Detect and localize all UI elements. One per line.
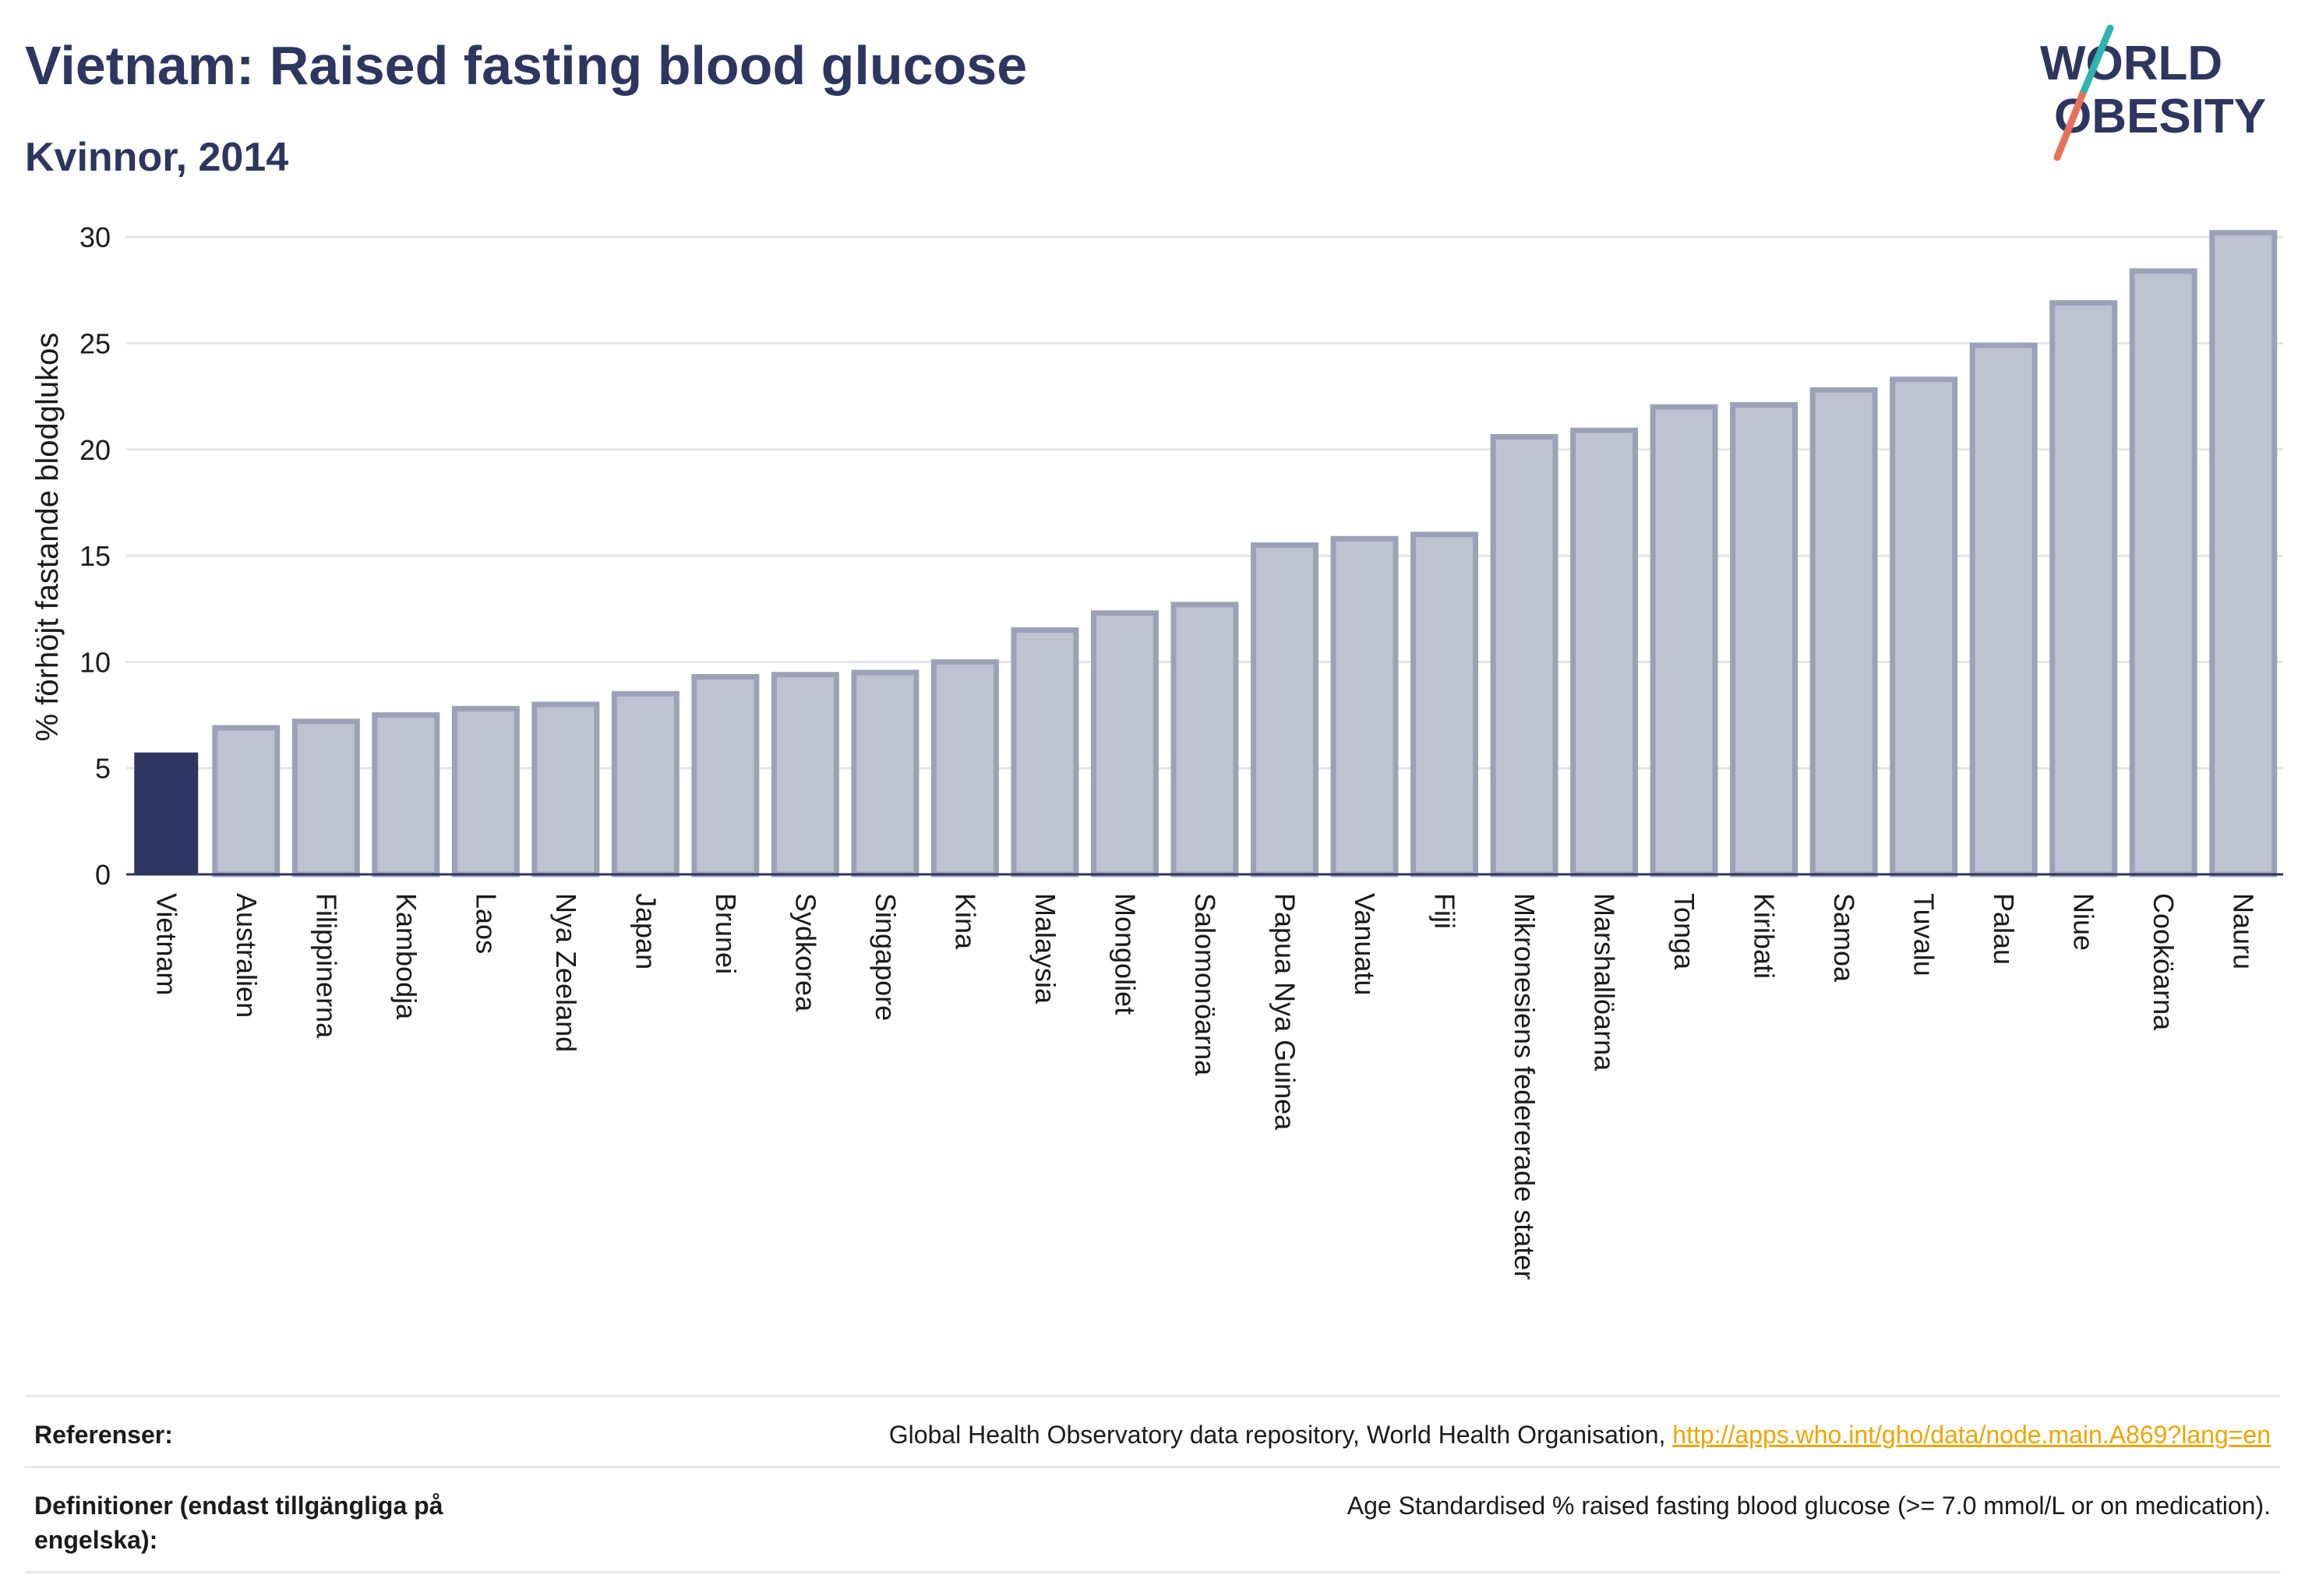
world-obesity-logo: WORLD OBESITY bbox=[2026, 23, 2291, 164]
y-tick-label: 30 bbox=[79, 221, 111, 253]
x-tick-label: Fiji bbox=[1429, 893, 1461, 929]
bar-salomonöarna bbox=[1170, 602, 1239, 877]
references-row: Referenser: Global Health Observatory da… bbox=[25, 1395, 2280, 1466]
y-tick-label: 25 bbox=[79, 327, 111, 359]
bar-palau bbox=[1969, 342, 2038, 877]
x-tick-label: Cooköarna bbox=[2148, 893, 2180, 1031]
logo-teal-slash bbox=[2078, 24, 2114, 99]
bar-malaysia bbox=[1011, 627, 1079, 877]
x-tick-label: Vanuatu bbox=[1349, 893, 1381, 995]
y-axis-label: % förhöjt fastande blodglukos bbox=[30, 333, 65, 742]
y-tick-label: 0 bbox=[95, 859, 111, 891]
bar-papua-nya-guinea bbox=[1251, 542, 1319, 877]
x-tick-label: Tuvalu bbox=[1908, 893, 1940, 976]
x-tick-label: Singapore bbox=[870, 893, 902, 1021]
bar-nauru bbox=[2209, 230, 2278, 877]
bar-vietnam bbox=[134, 752, 199, 876]
definitions-label: Definitioner (endast tillgängliga på eng… bbox=[34, 1492, 443, 1554]
bar-japan bbox=[611, 690, 679, 877]
y-tick-label: 15 bbox=[79, 540, 111, 572]
x-tick-label: Tonga bbox=[1668, 893, 1700, 970]
bar-sydkorea bbox=[771, 672, 839, 877]
x-tick-label: Japan bbox=[630, 893, 662, 969]
references-value: Global Health Observatory data repositor… bbox=[533, 1418, 2271, 1452]
bar-laos bbox=[451, 705, 520, 877]
bar-brunei bbox=[691, 673, 760, 877]
x-tick-label: Australien bbox=[231, 893, 263, 1018]
x-tick-label: Niue bbox=[2068, 893, 2100, 951]
x-tick-label: Palau bbox=[1988, 893, 2020, 965]
x-tick-label: Kiribati bbox=[1749, 893, 1781, 979]
y-tick-label: 20 bbox=[79, 434, 111, 466]
bar-vanuatu bbox=[1330, 535, 1399, 877]
bar-tuvalu bbox=[1890, 376, 1958, 877]
references-label: Referenser: bbox=[34, 1421, 173, 1449]
x-tick-label: Kina bbox=[949, 893, 981, 950]
definitions-row: Definitioner (endast tillgängliga på eng… bbox=[25, 1466, 2280, 1573]
x-tick-label: Samoa bbox=[1828, 893, 1860, 983]
bar-kiribati bbox=[1730, 402, 1798, 877]
y-tick-label: 10 bbox=[79, 646, 111, 678]
x-tick-label: Filippinerna bbox=[310, 893, 342, 1039]
bar-cooköarna bbox=[2129, 268, 2197, 877]
bar-singapore bbox=[851, 669, 920, 877]
x-tick-label: Laos bbox=[470, 893, 502, 954]
bar-samoa bbox=[1809, 387, 1878, 877]
bar-mikronesiens-federerade-stater bbox=[1490, 433, 1558, 877]
bar-kina bbox=[930, 659, 999, 877]
x-tick-label: Nya Zeeland bbox=[550, 893, 582, 1052]
x-tick-label: Kambodja bbox=[390, 893, 422, 1020]
x-tick-label: Salomonöarna bbox=[1189, 893, 1221, 1076]
chart-subtitle: Kvinnor, 2014 bbox=[25, 135, 289, 180]
bar-fiji bbox=[1410, 531, 1479, 877]
bar-kambodja bbox=[372, 712, 440, 877]
y-tick-label: 5 bbox=[95, 753, 111, 785]
x-tick-label: Papua Nya Guinea bbox=[1269, 893, 1301, 1131]
bar-tonga bbox=[1650, 404, 1718, 877]
logo-coral-slash bbox=[2053, 91, 2086, 161]
bar-niue bbox=[2049, 300, 2118, 877]
bar-marshallöarna bbox=[1570, 427, 1639, 877]
bar-australien bbox=[212, 725, 281, 877]
bar-filippinerna bbox=[291, 719, 360, 877]
x-tick-label: Malaysia bbox=[1029, 893, 1061, 1005]
references-link[interactable]: http://apps.who.int/gho/data/node.main.A… bbox=[1672, 1421, 2271, 1449]
bar-mongoliet bbox=[1090, 610, 1159, 877]
x-tick-label: Marshallöarna bbox=[1589, 893, 1621, 1072]
logo-line2: OBESITY bbox=[2054, 90, 2266, 143]
references-text: Global Health Observatory data repositor… bbox=[888, 1421, 1673, 1449]
x-tick-label: Vietnam bbox=[150, 893, 182, 995]
logo-line1: WORLD bbox=[2040, 37, 2222, 90]
x-tick-label: Mikronesiens federerade stater bbox=[1509, 893, 1541, 1280]
x-tick-label: Nauru bbox=[2228, 893, 2260, 969]
bar-nya-zeeland bbox=[531, 701, 600, 877]
chart-title: Vietnam: Raised fasting blood glucose bbox=[25, 35, 1028, 96]
chart-footer: Referenser: Global Health Observatory da… bbox=[25, 1395, 2280, 1573]
x-tick-label: Sydkorea bbox=[789, 893, 821, 1012]
bar-chart: 0 5 10 15 20 25 30 % förhöjt fastande blodgluko… bbox=[30, 221, 2283, 1280]
x-tick-label: Mongoliet bbox=[1109, 893, 1141, 1015]
definitions-value: Age Standardised % raised fasting blood … bbox=[1347, 1492, 2271, 1520]
x-tick-label: Brunei bbox=[710, 893, 742, 974]
